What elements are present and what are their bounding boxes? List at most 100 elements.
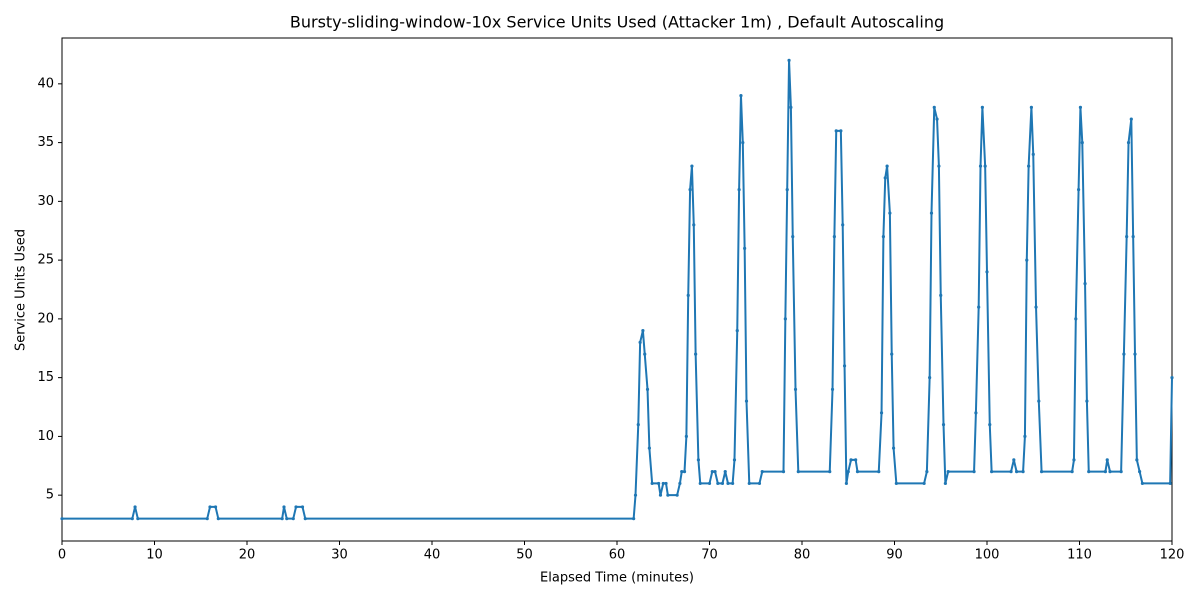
data-point [793,387,798,391]
data-point [1135,458,1139,462]
data-point [1168,481,1172,486]
data-point [1133,352,1137,356]
chart-title: Bursty-sliding-window-10x Service Units … [290,13,944,32]
data-line [62,59,1173,520]
data-point [783,317,787,321]
x-tick-label: 70 [701,548,718,563]
x-tick-label: 50 [516,548,533,563]
data-point [785,188,789,192]
data-point [1021,470,1025,474]
data-point [929,211,934,215]
x-tick-label: 10 [146,548,163,563]
data-point [1080,140,1084,145]
data-point [690,164,694,168]
data-point [787,58,791,62]
data-point [664,481,668,486]
data-point [1029,105,1033,109]
data-point [855,470,860,474]
data-point [1122,352,1126,356]
data-point [692,223,696,227]
data-point [789,105,793,109]
data-point [213,505,218,509]
data-point [643,352,647,356]
data-point [130,517,134,521]
data-point [647,446,651,450]
data-point [1031,152,1035,156]
x-tick-label: 90 [886,548,903,563]
data-point [1125,235,1129,239]
data-point [844,481,849,486]
data-point [925,470,929,474]
data-point [1103,470,1107,474]
data-point [781,470,786,474]
data-point [636,423,640,427]
data-point [1087,470,1091,474]
data-point [280,517,284,521]
data-point [937,164,941,168]
data-point [972,470,976,474]
data-point [1105,458,1109,462]
data-point [978,164,983,168]
data-point [1015,470,1019,474]
data-point [737,188,741,192]
data-point [1108,470,1112,474]
data-point [666,493,670,497]
data-point [678,481,682,486]
data-point [834,129,838,133]
data-point [842,364,847,368]
data-point [983,164,987,168]
data-point [941,423,946,427]
data-point [731,481,735,486]
y-tick-label: 10 [37,429,54,444]
data-point [641,329,645,333]
data-point [285,517,289,521]
data-point [932,105,936,109]
data-point [891,446,896,450]
data-point [744,399,749,403]
data-point [650,481,654,486]
data-point [879,411,884,415]
data-point [658,493,663,497]
data-point [928,376,932,380]
data-point [682,470,687,474]
data-point [885,164,889,168]
data-point [1076,188,1081,192]
data-point [935,117,939,121]
data-point [832,235,836,239]
data-point [713,470,717,474]
data-point [735,329,739,333]
x-tick-label: 80 [794,548,811,563]
data-point [645,387,650,391]
data-point [757,481,762,486]
data-point [732,458,737,462]
data-point [890,352,894,356]
data-point [1027,164,1031,168]
x-tick-label: 40 [424,548,441,563]
data-point [216,517,220,521]
x-tick-label: 20 [239,548,256,563]
x-tick-label: 30 [331,548,348,563]
data-point [974,411,978,415]
data-point [726,481,730,486]
data-point [828,470,832,474]
data-point [710,470,714,474]
data-point [707,481,712,486]
y-tick-label: 35 [37,135,54,150]
y-tick-label: 25 [37,253,54,268]
data-point [633,493,638,497]
data-point [1037,399,1041,403]
data-point [841,223,845,227]
data-point [1012,458,1016,462]
data-point [1129,117,1133,121]
data-point [747,481,751,486]
data-point [696,458,701,462]
data-point [985,270,989,274]
data-point [205,517,209,521]
x-tick-label: 110 [1067,548,1092,563]
y-tick-label: 30 [37,194,54,209]
data-point [720,481,725,486]
data-point [1025,258,1029,262]
data-point [300,505,305,509]
data-point [632,517,636,521]
